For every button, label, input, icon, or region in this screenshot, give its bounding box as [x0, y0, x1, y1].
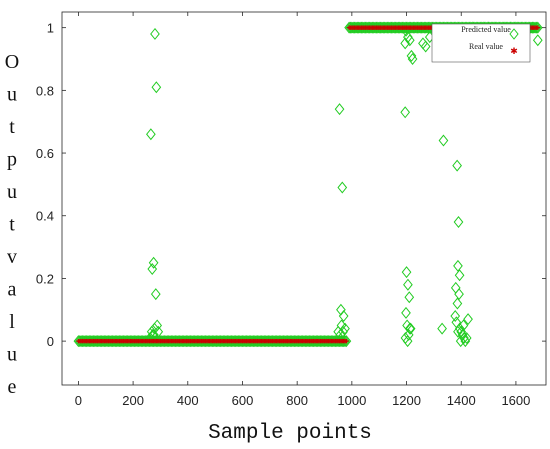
predicted-point	[532, 34, 543, 47]
predicted-point	[455, 335, 466, 348]
predicted-point	[400, 37, 411, 50]
predicted-point	[452, 159, 462, 172]
plot-area	[61, 11, 547, 386]
y-axis-label-char: O	[5, 51, 19, 73]
predicted-point	[148, 256, 159, 269]
y-tick-label: 1	[47, 21, 54, 36]
predicted-point	[438, 134, 449, 147]
predicted-point	[461, 331, 472, 344]
y-axis-label-char: t	[9, 116, 15, 138]
y-axis-label-char: a	[8, 279, 17, 301]
y-tick-label: 0	[47, 334, 54, 349]
x-tick-label: 600	[232, 393, 254, 408]
x-tick-label: 0	[75, 393, 82, 408]
predicted-point	[338, 325, 348, 338]
predicted-point	[400, 106, 411, 119]
x-tick-label: 1000	[337, 393, 366, 408]
predicted-point	[437, 322, 447, 335]
predicted-point	[153, 325, 164, 338]
predicted-point	[460, 335, 471, 348]
predicted-point	[401, 306, 411, 319]
x-tick-label: 800	[286, 393, 308, 408]
predicted-point	[151, 81, 162, 94]
legend-label-real: Real value	[469, 42, 503, 51]
x-tick-label: 1600	[501, 393, 530, 408]
x-tick-label: 1400	[447, 393, 476, 408]
x-tick-label: 200	[122, 393, 144, 408]
predicted-point	[404, 322, 415, 335]
predicted-point	[463, 313, 473, 326]
axis-ticks: 0 200 400 600 800 1000 1200 1400 1600 0 0.2 0.4 0.6 0…	[36, 12, 546, 408]
y-tick-label: 0.8	[36, 83, 54, 98]
predicted-point	[334, 103, 345, 116]
predicted-point	[450, 310, 461, 323]
svg-text:✱: ✱	[510, 47, 518, 57]
predicted-point	[453, 216, 464, 229]
predicted-point	[338, 310, 349, 323]
y-axis-label-char: t	[9, 214, 15, 236]
x-axis-label: Sample points	[208, 422, 372, 445]
y-axis-label-char: u	[7, 181, 17, 203]
predicted-point	[420, 40, 431, 53]
predicted-point	[453, 259, 463, 272]
y-axis-label-char: e	[8, 376, 17, 398]
predicted-point	[405, 322, 416, 335]
predicted-point	[452, 297, 463, 310]
y-axis-label-char: v	[7, 246, 17, 268]
predicted-point	[404, 34, 415, 47]
predicted-point	[149, 322, 160, 335]
y-tick-label: 0.6	[36, 146, 54, 161]
predicted-point	[150, 27, 160, 40]
y-axis-label-char: l	[9, 311, 15, 333]
x-tick-label: 400	[177, 393, 199, 408]
y-tick-label: 0.2	[36, 271, 54, 286]
predicted-point	[152, 319, 163, 332]
predicted-point	[453, 325, 463, 338]
predicted-point	[454, 288, 464, 301]
predicted-point	[146, 128, 156, 141]
y-tick-label: 0.4	[36, 209, 54, 224]
predicted-point	[406, 49, 417, 62]
predicted-point	[404, 291, 415, 304]
y-axis-label-char: p	[7, 149, 17, 171]
predicted-point	[150, 288, 161, 301]
y-axis-label-char: u	[7, 84, 17, 106]
predicted-point	[454, 269, 465, 282]
x-tick-label: 1200	[392, 393, 421, 408]
predicted-point	[337, 181, 348, 194]
real-point	[344, 338, 349, 344]
y-axis-label-char: u	[7, 344, 17, 366]
predicted-point	[402, 335, 413, 348]
legend-box	[431, 23, 531, 63]
predicted-point	[401, 266, 412, 279]
predicted-point	[147, 263, 158, 276]
legend-marker-real: ✱	[510, 47, 518, 57]
legend: Predicted value Real value ✱	[431, 23, 531, 63]
predicted-point	[403, 278, 413, 291]
predicted-point	[458, 319, 469, 332]
plot-frame	[61, 11, 547, 386]
legend-marker-predicted	[509, 28, 519, 40]
predicted-point	[407, 53, 418, 66]
legend-label-predicted: Predicted value	[461, 25, 511, 34]
real-point	[535, 25, 540, 30]
